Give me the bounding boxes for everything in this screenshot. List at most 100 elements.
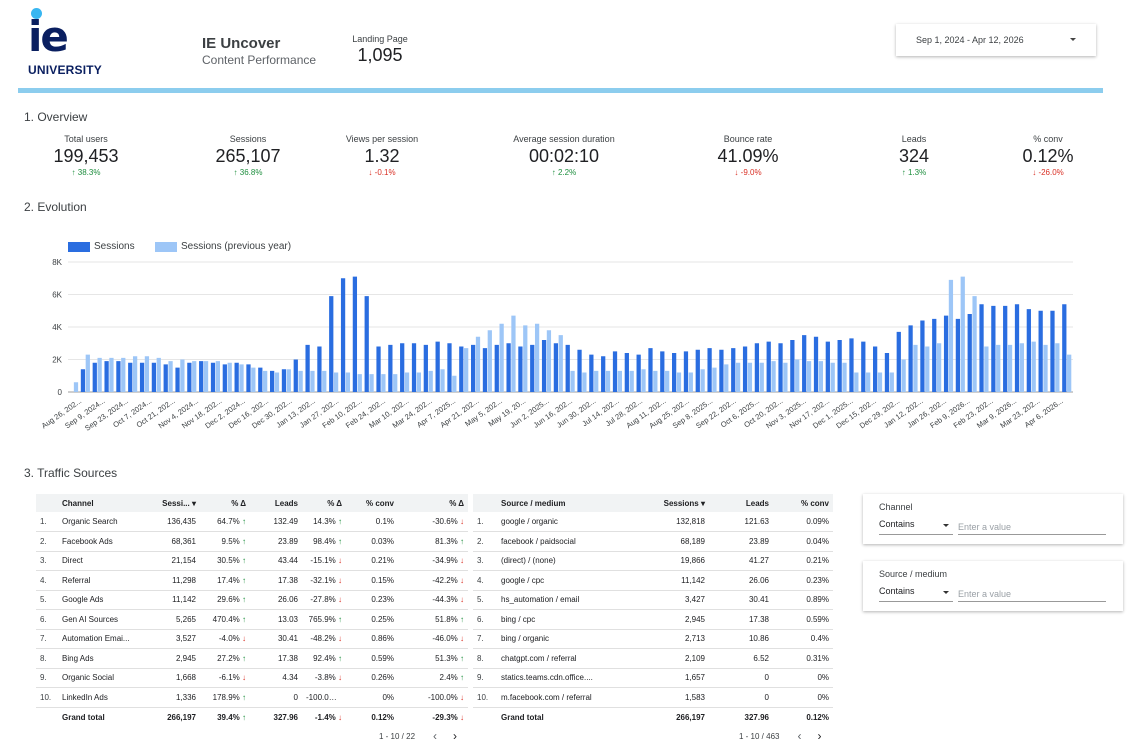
row-index: 2. <box>473 531 497 552</box>
row-index: 6. <box>36 609 58 630</box>
table-row[interactable]: 2. facebook / paidsocial 68,189 23.89 0.04% <box>473 531 833 552</box>
col-conv[interactable]: % conv <box>773 494 833 512</box>
table-row[interactable]: 6. bing / cpc 2,945 17.38 0.59% <box>473 609 833 630</box>
table-row[interactable]: 2. Facebook Ads 68,361 9.5% ↑ 23.89 98.4% ↑ 0.… <box>36 531 468 552</box>
filter-value-input[interactable] <box>958 519 1106 535</box>
kpi-label: Leads <box>901 134 927 144</box>
bar-sessions <box>270 370 275 392</box>
filter-operator-select[interactable]: Contains <box>879 519 953 535</box>
cell-conv: 0.21% <box>773 551 833 571</box>
bar-sessions <box>991 305 996 392</box>
cell-leads-value: 17.38 <box>277 653 298 663</box>
col-sessions[interactable]: Sessions ▾ <box>629 494 709 512</box>
cell-leads: 327.96 <box>250 707 302 727</box>
next-page-icon[interactable]: › <box>817 729 822 743</box>
arrow-up-icon: ↑ <box>239 575 246 585</box>
prev-page-icon[interactable]: ‹ <box>797 729 802 743</box>
cell-conv: 0.89% <box>773 590 833 610</box>
sessions-chart: Sessions Sessions (previous year) 0 2K 4K 6… <box>18 232 1098 437</box>
cell-conv: 0.12% <box>346 707 398 727</box>
kpi-card: Views per session 1.32 ↓ -0.1% <box>327 134 437 177</box>
cell-leads: 30.41 <box>709 590 773 610</box>
col-conv[interactable]: % conv <box>346 494 398 512</box>
cell-sessions-delta: 39.4% ↑ <box>200 707 250 727</box>
cell-leads: 0 <box>250 687 302 708</box>
arrow-up-icon: ↑ <box>457 614 464 624</box>
bar-sessions <box>317 346 322 392</box>
legend-sessions[interactable]: Sessions <box>68 241 135 252</box>
cell-conv: 0.59% <box>773 609 833 630</box>
cell-conv-value: 0.23% <box>371 595 394 605</box>
col-sessions-delta[interactable]: % Δ <box>200 494 250 512</box>
bar-sessions <box>340 278 346 392</box>
col-leads[interactable]: Leads <box>250 494 302 512</box>
arrow-down-icon: ↓ <box>335 712 342 722</box>
col-source-medium[interactable]: Source / medium <box>497 494 629 512</box>
table-row[interactable]: 1. Organic Search 136,435 64.7% ↑ 132.49 14.3… <box>36 512 468 532</box>
table-row[interactable]: 3. Direct 21,154 30.5% ↑ 43.44 -15.1% ↓ 0.21% -… <box>36 551 468 571</box>
prev-page-icon[interactable]: ‹ <box>433 729 438 743</box>
kpi-value: 199,453 <box>53 146 119 166</box>
table-row[interactable]: 7. Automation Emai... 3,527 -4.0% ↓ 30.41 -48… <box>36 629 468 649</box>
date-range-picker[interactable]: Sep 1, 2024 - Apr 12, 2026 <box>896 24 1096 56</box>
cell-leads-delta: -3.8% ↓ <box>302 668 346 688</box>
filter-operator-select[interactable]: Contains <box>879 586 953 602</box>
cell-leads-delta-value: 765.9% <box>308 614 336 624</box>
cell-conv-delta: -42.2% ↓ <box>398 570 468 591</box>
filter-value-input[interactable] <box>958 586 1106 602</box>
table-row[interactable]: 3. (direct) / (none) 19,866 41.27 0.21% <box>473 551 833 571</box>
table-row[interactable]: 8. Bing Ads 2,945 27.2% ↑ 17.38 92.4% ↑ 0.59% 5… <box>36 648 468 669</box>
table-row[interactable]: 7. bing / organic 2,713 10.86 0.4% <box>473 629 833 649</box>
table-row[interactable]: 5. Google Ads 11,142 29.6% ↑ 26.06 -27.8% ↓ 0.… <box>36 590 468 610</box>
cell-leads-delta: -32.1% ↓ <box>302 570 346 591</box>
table-row[interactable]: 6. Gen AI Sources 5,265 470.4% ↑ 13.03 765.9%… <box>36 609 468 630</box>
cell-leads: 43.44 <box>250 551 302 571</box>
col-conv-delta[interactable]: % Δ <box>398 494 468 512</box>
next-page-icon[interactable]: › <box>453 729 458 743</box>
col-channel[interactable]: Channel <box>58 494 148 512</box>
cell-sessions-value: 136,435 <box>167 517 196 526</box>
arrow-up-icon: ↑ <box>335 614 342 624</box>
bar-sessions <box>139 362 145 392</box>
col-leads[interactable]: Leads <box>709 494 773 512</box>
legend-previous-year[interactable]: Sessions (previous year) <box>155 241 291 252</box>
table-row[interactable]: 1. google / organic 132,818 121.63 0.09% <box>473 512 833 532</box>
bar-sessions-previous-year <box>724 364 729 392</box>
arrow-up-icon: ↑ <box>233 168 240 177</box>
table-row[interactable]: 9. statics.teams.cdn.office.... 1,657 0 0% <box>473 668 833 688</box>
cell-conv: 0.21% <box>346 551 398 571</box>
cell-leads-value: 132.49 <box>273 517 298 526</box>
cell-leads-value: 327.96 <box>273 712 298 722</box>
cell-sessions: 2,945 <box>148 648 200 669</box>
cell-leads: 121.63 <box>709 512 773 532</box>
bar-sessions <box>352 276 358 392</box>
kpi-delta: ↓ -0.1% <box>327 168 437 177</box>
row-index-value: 8. <box>40 653 47 663</box>
arrow-down-icon: ↓ <box>335 673 342 683</box>
bar-sessions-previous-year <box>333 372 339 392</box>
table-row[interactable]: 10. m.facebook.com / referral 1,583 0 0% <box>473 687 833 708</box>
cell-conv-value: 0.26% <box>371 673 394 683</box>
cell-sessions-value: 11,298 <box>172 575 196 585</box>
bar-sessions <box>459 346 464 392</box>
row-index: 1. <box>36 512 58 532</box>
grand-total-row: Grand total 266,197 39.4% ↑ 327.96 -1.4% ↓ 0.… <box>36 707 468 727</box>
cell-channel: Direct <box>58 551 148 571</box>
table-row[interactable]: 4. google / cpc 11,142 26.06 0.23% <box>473 570 833 591</box>
col-sessions[interactable]: Sessi... ▾ <box>148 494 200 512</box>
cell-leads: 0 <box>709 668 773 688</box>
table-row[interactable]: 9. Organic Social 1,668 -6.1% ↓ 4.34 -3.8% ↓ 0… <box>36 668 468 688</box>
cell-conv: 0.23% <box>773 570 833 591</box>
kpi-label: Average session duration <box>513 134 615 144</box>
source-medium-filter: Source / medium Contains <box>863 561 1123 611</box>
date-range-text: Sep 1, 2024 - Apr 12, 2026 <box>916 35 1024 45</box>
table-row[interactable]: 4. Referral 11,298 17.4% ↑ 17.38 -32.1% ↓ 0.15… <box>36 570 468 591</box>
table-row[interactable]: 8. chatgpt.com / referral 2,109 6.52 0.31% <box>473 648 833 669</box>
cell-total-label: Grand total <box>58 707 148 727</box>
table-row[interactable]: 5. hs_automation / email 3,427 30.41 0.89% <box>473 590 833 610</box>
table-row[interactable]: 10. LinkedIn Ads 1,336 178.9% ↑ 0 -100.0% ↓ 0%… <box>36 687 468 708</box>
cell-conv-delta-value: -29.3% <box>432 712 458 722</box>
kpi-value: 0.12% <box>1022 146 1074 166</box>
col-leads-delta[interactable]: % Δ <box>302 494 346 512</box>
